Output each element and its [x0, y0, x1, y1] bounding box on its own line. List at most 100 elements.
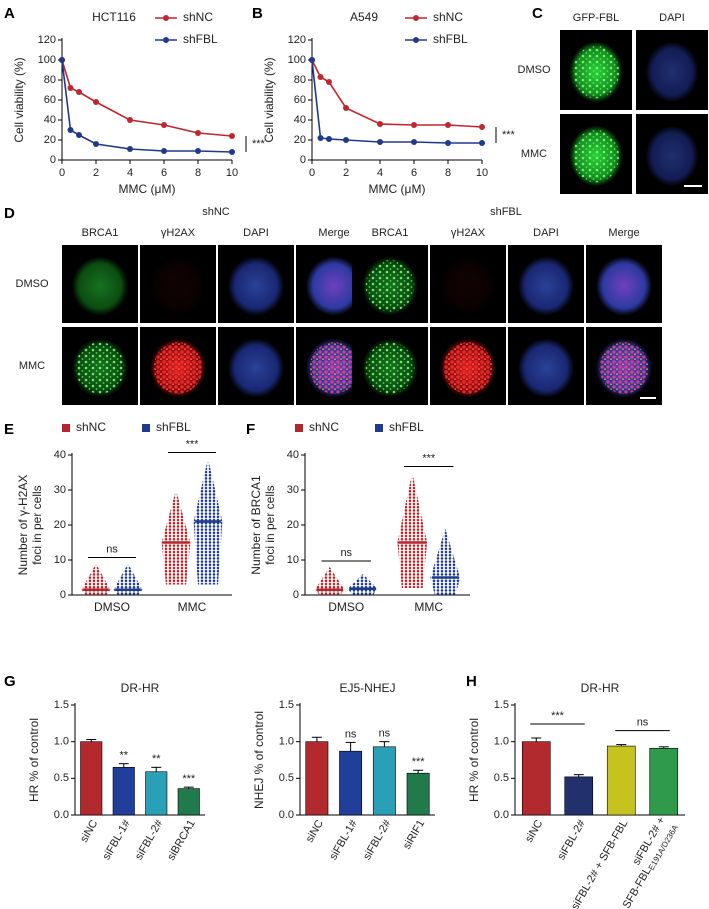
point	[67, 85, 74, 91]
micrograph	[586, 327, 662, 405]
x-tick-label: DMSO	[328, 600, 364, 614]
point	[326, 136, 332, 142]
series-line	[311, 59, 482, 144]
x-tick-label: siNC	[78, 818, 100, 845]
chart-title: DR-HR	[121, 681, 160, 695]
micrograph	[508, 327, 584, 405]
dot-cloud	[161, 490, 191, 585]
y-tick-label: 0	[60, 589, 66, 601]
point	[93, 99, 99, 105]
y-axis-label: HR % of control	[467, 718, 481, 802]
significance-label: ns	[345, 728, 357, 740]
nucleus	[71, 256, 129, 316]
significance-label: ns	[379, 728, 391, 740]
row-label: DMSO	[518, 64, 551, 76]
foci	[75, 342, 125, 394]
point	[343, 137, 349, 143]
dot-cloud	[347, 574, 378, 595]
x-tick-label: siFBL-2#	[133, 817, 166, 862]
bar	[564, 776, 594, 816]
y-axis-label: Number of γ-H2AX	[16, 475, 30, 576]
y-tick-label: 0.5	[279, 772, 294, 784]
legend-marker	[62, 424, 70, 432]
x-tick-label: siFBL-2#	[361, 817, 394, 862]
x-tick-label-line: SFB-FBL	[621, 865, 654, 909]
micrograph	[218, 245, 294, 323]
y-tick-label: 0	[293, 589, 299, 601]
foci	[572, 45, 620, 99]
y-tick-label: 0	[50, 154, 56, 166]
chart-title: DR-HR	[581, 681, 620, 695]
micrograph	[430, 245, 506, 323]
y-tick-label: 0	[300, 154, 306, 166]
x-axis-label: MMC (μM)	[369, 182, 426, 196]
legend-marker	[163, 37, 169, 43]
bar	[372, 746, 396, 816]
point	[93, 141, 99, 147]
legend-marker	[295, 424, 303, 432]
bar	[80, 741, 103, 816]
legend-label: shNC	[309, 420, 339, 434]
panel-label: C	[532, 5, 543, 22]
point	[411, 139, 417, 145]
x-tick-label: 2	[93, 167, 99, 179]
dot-cloud	[314, 567, 345, 595]
y-tick-label: 10	[54, 554, 66, 566]
significance-label: ***	[502, 129, 516, 141]
significance-label: ***	[186, 438, 200, 450]
nucleus	[439, 256, 497, 316]
point	[229, 133, 235, 139]
panel-label: F	[246, 421, 255, 438]
y-tick-label: 40	[287, 449, 299, 461]
x-axis-label: MMC (μM)	[119, 182, 176, 196]
y-tick-label: 40	[54, 449, 66, 461]
bar	[606, 745, 636, 816]
micrograph	[430, 327, 506, 405]
point	[317, 74, 324, 80]
point	[445, 140, 451, 146]
panel-label: A	[4, 5, 15, 22]
foci	[365, 342, 415, 394]
point	[76, 132, 82, 138]
x-tick-label: 10	[476, 167, 488, 179]
foci	[443, 342, 493, 394]
x-tick-label: siFBL-2#	[555, 817, 588, 862]
significance-label: ***	[412, 756, 426, 768]
x-tick-label: 0	[59, 167, 65, 179]
chart-title: HCT116	[92, 10, 136, 24]
nucleus	[227, 256, 285, 316]
nucleus	[517, 256, 575, 316]
x-tick-label: 6	[411, 167, 417, 179]
point	[343, 105, 349, 111]
micrograph	[352, 245, 428, 323]
column-label: DAPI	[243, 227, 269, 239]
point	[195, 130, 201, 136]
y-tick-label: 1.5	[494, 699, 509, 711]
row-label: DMSO	[16, 278, 49, 290]
y-axis-label: foci in per cells	[263, 485, 277, 564]
x-tick-label: 6	[161, 167, 167, 179]
bar	[112, 767, 135, 816]
legend-label: shFBL	[433, 32, 468, 46]
y-tick-label: 20	[287, 519, 299, 531]
legend-marker	[413, 37, 419, 43]
y-tick-label: 120	[38, 34, 56, 46]
significance-label: ns	[106, 543, 118, 555]
x-tick-label: 0	[309, 167, 315, 179]
nucleus	[595, 256, 653, 316]
y-tick-label: 1.0	[54, 736, 69, 748]
point	[127, 146, 133, 152]
legend-label: shNC	[433, 10, 463, 24]
legend-label: shFBL	[183, 32, 218, 46]
column-label: Merge	[608, 227, 639, 239]
column-label: DAPI	[659, 12, 685, 24]
x-tick-label: 4	[377, 167, 383, 179]
group-label: shNC	[202, 206, 230, 218]
series-line	[61, 59, 233, 153]
y-axis-label: HR % of control	[27, 718, 41, 802]
significance-label: ***	[422, 452, 436, 464]
legend-marker	[413, 15, 419, 21]
y-tick-label: 1.5	[279, 699, 294, 711]
bar	[305, 741, 329, 816]
legend-label: shFBL	[389, 420, 424, 434]
